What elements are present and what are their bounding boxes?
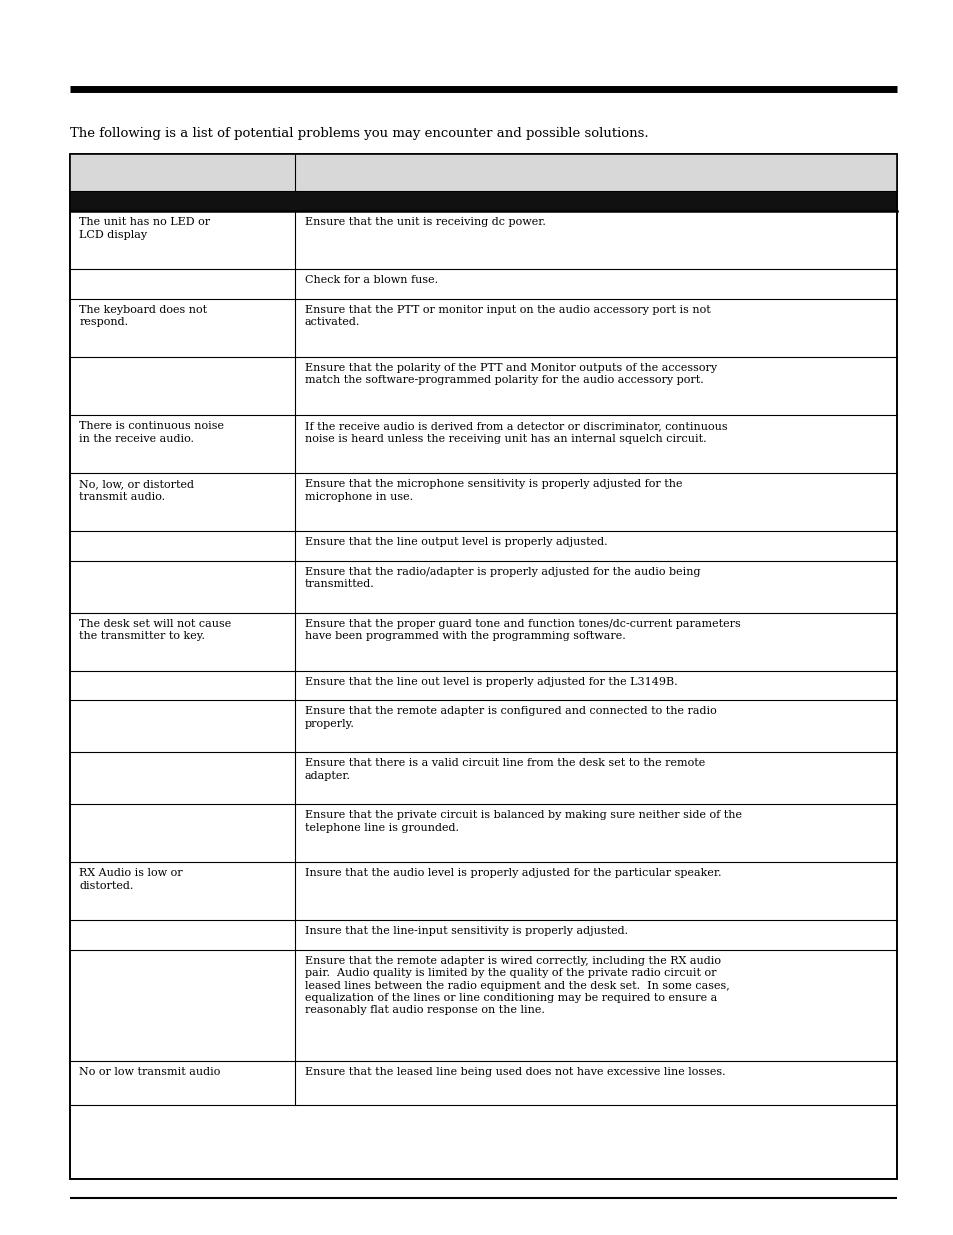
Text: Ensure that the unit is receiving dc power.: Ensure that the unit is receiving dc pow… [305, 217, 545, 227]
Text: Ensure that the remote adapter is wired correctly, including the RX audio
pair. : Ensure that the remote adapter is wired … [305, 956, 729, 1015]
Bar [70, 154, 896, 191]
Bar [70, 154, 896, 1179]
Text: Insure that the audio level is properly adjusted for the particular speaker.: Insure that the audio level is properly … [305, 868, 720, 878]
Text: No or low transmit audio: No or low transmit audio [79, 1067, 220, 1077]
Text: Ensure that the proper guard tone and function tones/dc-current parameters
have : Ensure that the proper guard tone and fu… [305, 619, 740, 641]
Bar [70, 191, 896, 211]
Text: There is continuous noise
in the receive audio.: There is continuous noise in the receive… [79, 421, 224, 443]
Text: Ensure that there is a valid circuit line from the desk set to the remote
adapte: Ensure that there is a valid circuit lin… [305, 758, 704, 781]
Text: Ensure that the line output level is properly adjusted.: Ensure that the line output level is pro… [305, 537, 607, 547]
Bar [70, 154, 896, 1179]
Text: Ensure that the leased line being used does not have excessive line losses.: Ensure that the leased line being used d… [305, 1067, 725, 1077]
Text: The keyboard does not
respond.: The keyboard does not respond. [79, 305, 207, 327]
Text: Ensure that the polarity of the PTT and Monitor outputs of the accessory
match t: Ensure that the polarity of the PTT and … [305, 363, 717, 385]
Text: Ensure that the PTT or monitor input on the audio accessory port is not
activate: Ensure that the PTT or monitor input on … [305, 305, 710, 327]
Text: Ensure that the microphone sensitivity is properly adjusted for the
microphone i: Ensure that the microphone sensitivity i… [305, 479, 681, 501]
Text: The desk set will not cause
the transmitter to key.: The desk set will not cause the transmit… [79, 619, 232, 641]
Text: The following is a list of potential problems you may encounter and possible sol: The following is a list of potential pro… [70, 127, 648, 141]
Text: Ensure that the line out level is properly adjusted for the L3149B.: Ensure that the line out level is proper… [305, 677, 677, 687]
Text: Check for a blown fuse.: Check for a blown fuse. [305, 275, 437, 285]
Text: Insure that the line-input sensitivity is properly adjusted.: Insure that the line-input sensitivity i… [305, 926, 627, 936]
Text: Ensure that the remote adapter is configured and connected to the radio
properly: Ensure that the remote adapter is config… [305, 706, 716, 729]
Text: The unit has no LED or
LCD display: The unit has no LED or LCD display [79, 217, 210, 240]
Text: No, low, or distorted
transmit audio.: No, low, or distorted transmit audio. [79, 479, 194, 501]
Text: Ensure that the private circuit is balanced by making sure neither side of the
t: Ensure that the private circuit is balan… [305, 810, 741, 832]
Text: RX Audio is low or
distorted.: RX Audio is low or distorted. [79, 868, 183, 890]
Text: Ensure that the radio/adapter is properly adjusted for the audio being
transmitt: Ensure that the radio/adapter is properl… [305, 567, 700, 589]
Text: If the receive audio is derived from a detector or discriminator, continuous
noi: If the receive audio is derived from a d… [305, 421, 727, 443]
